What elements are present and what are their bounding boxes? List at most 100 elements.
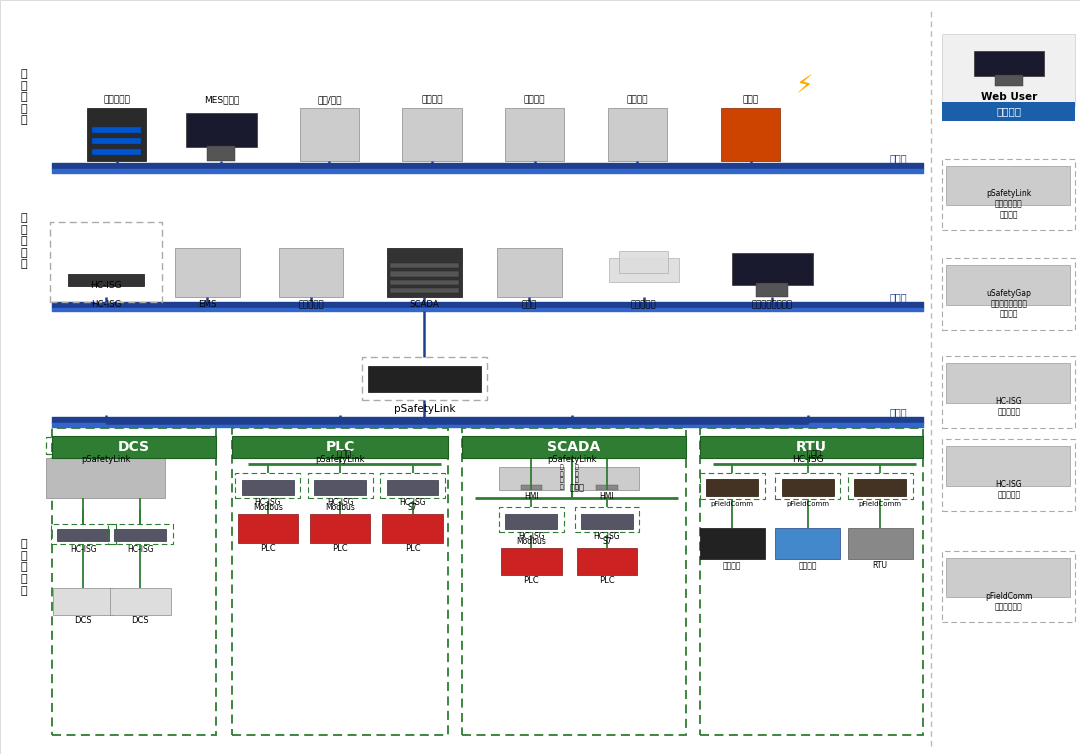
Text: PLC: PLC	[260, 544, 275, 553]
FancyBboxPatch shape	[114, 529, 166, 541]
FancyBboxPatch shape	[756, 442, 860, 451]
FancyBboxPatch shape	[619, 250, 669, 273]
FancyBboxPatch shape	[462, 436, 686, 458]
Text: HC-ISG: HC-ISG	[518, 532, 544, 541]
FancyBboxPatch shape	[946, 166, 1070, 205]
Text: 防火墙: 防火墙	[743, 96, 758, 105]
FancyBboxPatch shape	[499, 467, 564, 490]
FancyBboxPatch shape	[186, 113, 257, 148]
Bar	[46, 437, 165, 454]
Text: pSafetyLink: pSafetyLink	[394, 403, 455, 414]
FancyBboxPatch shape	[946, 558, 1070, 597]
Text: pSafetyLink: pSafetyLink	[548, 455, 597, 464]
Text: S7: S7	[603, 537, 611, 546]
Text: 设备建模: 设备建模	[996, 106, 1022, 116]
Text: HC-ISG: HC-ISG	[127, 545, 153, 554]
Bar	[380, 473, 445, 498]
FancyBboxPatch shape	[93, 127, 140, 133]
Text: 工业漏洞扫描系统: 工业漏洞扫描系统	[752, 300, 793, 309]
FancyBboxPatch shape	[700, 436, 923, 458]
Bar	[51, 524, 116, 544]
FancyBboxPatch shape	[368, 366, 481, 392]
Bar	[848, 473, 913, 499]
Bar	[775, 473, 840, 499]
FancyBboxPatch shape	[53, 588, 113, 615]
Text: HC-ISG
工业防火墙: HC-ISG 工业防火墙	[996, 397, 1022, 416]
Text: EMS: EMS	[198, 300, 217, 309]
FancyBboxPatch shape	[93, 138, 140, 144]
FancyBboxPatch shape	[390, 280, 459, 285]
Text: 客户端: 客户端	[522, 300, 537, 309]
FancyBboxPatch shape	[942, 102, 1075, 121]
FancyBboxPatch shape	[946, 363, 1070, 403]
FancyBboxPatch shape	[521, 486, 542, 490]
Text: HMI: HMI	[524, 492, 539, 501]
FancyBboxPatch shape	[57, 529, 109, 541]
Text: pFieldComm: pFieldComm	[711, 501, 754, 507]
Text: HC-ISG: HC-ISG	[90, 280, 122, 290]
Text: SCADA: SCADA	[548, 440, 600, 454]
FancyBboxPatch shape	[310, 514, 370, 543]
Text: pSafetyLink: pSafetyLink	[81, 455, 131, 464]
Bar	[308, 473, 373, 498]
FancyBboxPatch shape	[732, 253, 812, 285]
Text: HC-ISG: HC-ISG	[255, 498, 281, 507]
Text: HC-ISG: HC-ISG	[594, 532, 620, 541]
Text: Modbus: Modbus	[325, 503, 355, 512]
Text: 主
机
卫
士: 主 机 卫 士	[575, 464, 579, 489]
Bar	[942, 159, 1075, 231]
Bar	[942, 550, 1075, 623]
FancyBboxPatch shape	[279, 248, 343, 297]
FancyBboxPatch shape	[505, 513, 557, 529]
Text: MES服务器: MES服务器	[204, 96, 239, 105]
Text: pSafetyLink: pSafetyLink	[315, 455, 365, 464]
Text: ⚡: ⚡	[796, 75, 813, 99]
FancyBboxPatch shape	[314, 480, 366, 495]
FancyBboxPatch shape	[300, 108, 359, 161]
Text: 信
息
管
理
层: 信 息 管 理 层	[21, 69, 27, 125]
Bar	[942, 439, 1075, 511]
FancyBboxPatch shape	[577, 548, 637, 575]
FancyBboxPatch shape	[756, 284, 788, 297]
FancyBboxPatch shape	[706, 479, 758, 496]
FancyBboxPatch shape	[288, 442, 392, 451]
FancyBboxPatch shape	[848, 528, 913, 559]
FancyBboxPatch shape	[93, 149, 140, 155]
FancyBboxPatch shape	[596, 486, 618, 490]
Text: 生产管理: 生产管理	[524, 96, 545, 105]
FancyBboxPatch shape	[402, 108, 462, 161]
FancyBboxPatch shape	[497, 248, 562, 297]
FancyBboxPatch shape	[942, 34, 1075, 106]
FancyBboxPatch shape	[46, 458, 165, 498]
Text: HC-ISG
工业防火墙: HC-ISG 工业防火墙	[996, 480, 1022, 499]
FancyBboxPatch shape	[390, 271, 459, 277]
Text: PLC: PLC	[524, 576, 539, 585]
Text: 生
产
管
理
层: 生 产 管 理 层	[21, 213, 27, 269]
Text: PLC: PLC	[333, 544, 348, 553]
FancyBboxPatch shape	[609, 258, 679, 283]
Text: HC-ISG: HC-ISG	[91, 300, 121, 309]
Text: PLC: PLC	[325, 440, 355, 454]
FancyBboxPatch shape	[854, 479, 906, 496]
Text: PLC: PLC	[405, 544, 420, 553]
Bar	[108, 524, 173, 544]
Text: HMI: HMI	[599, 492, 615, 501]
Text: 以太网: 以太网	[890, 407, 907, 418]
Bar	[942, 357, 1075, 428]
Text: 实时数据库: 实时数据库	[298, 300, 324, 309]
FancyBboxPatch shape	[575, 467, 639, 490]
Bar	[462, 428, 686, 735]
Text: HC-ISG: HC-ISG	[792, 455, 824, 464]
Bar	[281, 437, 400, 454]
Text: 以太网: 以太网	[807, 449, 822, 458]
Text: RTU: RTU	[796, 440, 827, 454]
Text: 以太网: 以太网	[890, 153, 907, 164]
Text: 关系数据库: 关系数据库	[104, 96, 130, 105]
FancyBboxPatch shape	[207, 146, 235, 161]
FancyBboxPatch shape	[775, 528, 840, 559]
Bar	[575, 507, 639, 532]
FancyBboxPatch shape	[946, 265, 1070, 305]
Text: 以太网: 以太网	[890, 292, 907, 302]
Bar	[513, 437, 632, 454]
FancyBboxPatch shape	[521, 442, 624, 451]
